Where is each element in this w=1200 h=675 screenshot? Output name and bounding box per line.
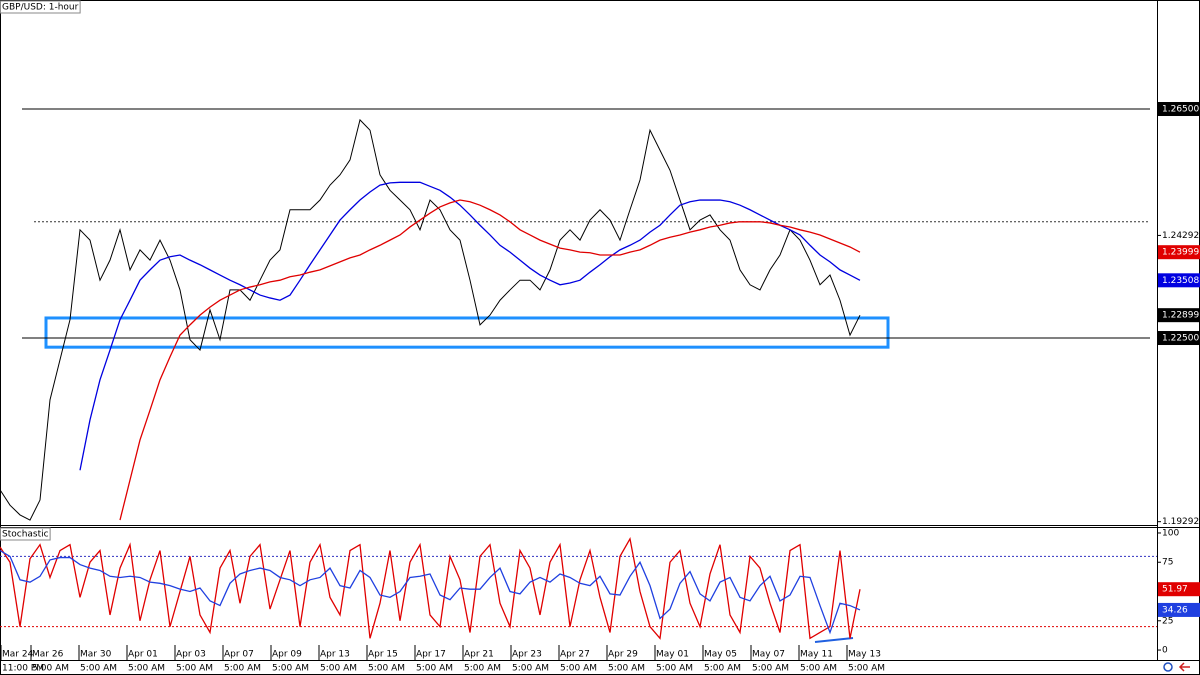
value-tag-bg [1158, 602, 1200, 617]
y-tick-label: 100 [1162, 528, 1179, 538]
series-line [119, 199, 861, 521]
x-time-label: 5:00 AM [464, 664, 501, 674]
support-zone [44, 316, 890, 349]
x-time-label: 5:00 AM [224, 664, 261, 674]
x-date-label: Apr 23 [512, 650, 542, 660]
x-date-label: Apr 29 [608, 650, 638, 660]
x-time-label: 5:00 AM [128, 664, 165, 674]
series-line [0, 536, 861, 640]
value-tag-bg [1158, 245, 1200, 260]
x-date-label: Apr 17 [416, 650, 446, 660]
x-date-label: May 01 [656, 650, 689, 660]
x-date-label: May 07 [752, 650, 785, 660]
panel-title: GBP/USD: 1-hour [2, 3, 79, 13]
y-tick-label: 1.26500 [1162, 105, 1199, 115]
y-tick-label: 1.19292 [1162, 517, 1199, 527]
panel-title: Stochastic [2, 530, 49, 540]
x-date-label: Mar 26 [32, 650, 64, 660]
x-time-label: 5:00 AM [176, 664, 213, 674]
icon [1178, 662, 1190, 672]
x-time-label: 5:00 AM [32, 664, 69, 674]
value-tag: 51.97 [1162, 585, 1188, 595]
series-line [0, 549, 861, 635]
x-time-label: 5:00 AM [272, 664, 309, 674]
value-tag: 1.23508 [1162, 276, 1199, 286]
y-tick-label: 25 [1162, 616, 1173, 626]
x-time-label: 5:00 AM [608, 664, 645, 674]
x-time-label: 11:00 PM [2, 664, 44, 674]
x-date-label: Apr 27 [560, 650, 590, 660]
x-date-label: May 11 [800, 650, 833, 660]
x-time-label: 5:00 AM [800, 664, 837, 674]
x-date-label: May 05 [704, 650, 737, 660]
value-tag: 34.26 [1162, 605, 1188, 615]
value-tag-bg [1158, 273, 1200, 288]
title-box [0, 0, 81, 14]
x-time-label: 5:00 AM [320, 664, 357, 674]
x-time-label: 5:00 AM [512, 664, 549, 674]
x-date-label: Apr 07 [224, 650, 254, 660]
x-date-label: Apr 13 [320, 650, 350, 660]
corner-icons [1163, 662, 1190, 672]
value-tag: 1.22899 [1162, 311, 1199, 321]
x-time-label: 5:00 AM [704, 664, 741, 674]
value-tag-bg [1158, 308, 1200, 323]
icon [1163, 662, 1173, 672]
y-tick-label: 1.22500 [1162, 334, 1199, 344]
x-date-label: May 13 [848, 650, 881, 660]
x-time-label: 5:00 AM [80, 664, 117, 674]
series-line [0, 118, 861, 521]
x-time-label: 5:00 AM [416, 664, 453, 674]
x-date-label: Mar 24 [2, 650, 34, 660]
x-time-label: 5:00 AM [752, 664, 789, 674]
price-tag-bg [1158, 331, 1200, 346]
x-date-label: Apr 21 [464, 650, 494, 660]
value-tag: 1.23999 [1162, 248, 1199, 258]
x-date-label: Mar 30 [80, 650, 112, 660]
value-tag-bg [1158, 582, 1200, 597]
x-time-label: 5:00 AM [656, 664, 693, 674]
series-line [79, 181, 861, 471]
x-time-label: 5:00 AM [848, 664, 885, 674]
x-time-label: 5:00 AM [560, 664, 597, 674]
y-tick-label: 1.24292 [1162, 231, 1199, 241]
y-tick-label: 75 [1162, 558, 1173, 568]
x-date-label: Apr 01 [128, 650, 158, 660]
x-date-label: Apr 03 [176, 650, 206, 660]
x-time-label: 5:00 AM [368, 664, 405, 674]
price-tag-bg [1158, 102, 1200, 117]
x-date-label: Apr 09 [272, 650, 302, 660]
x-date-label: Apr 15 [368, 650, 398, 660]
y-tick-label: 0 [1162, 646, 1168, 656]
title-box [0, 527, 51, 541]
divergence-line [814, 637, 854, 643]
